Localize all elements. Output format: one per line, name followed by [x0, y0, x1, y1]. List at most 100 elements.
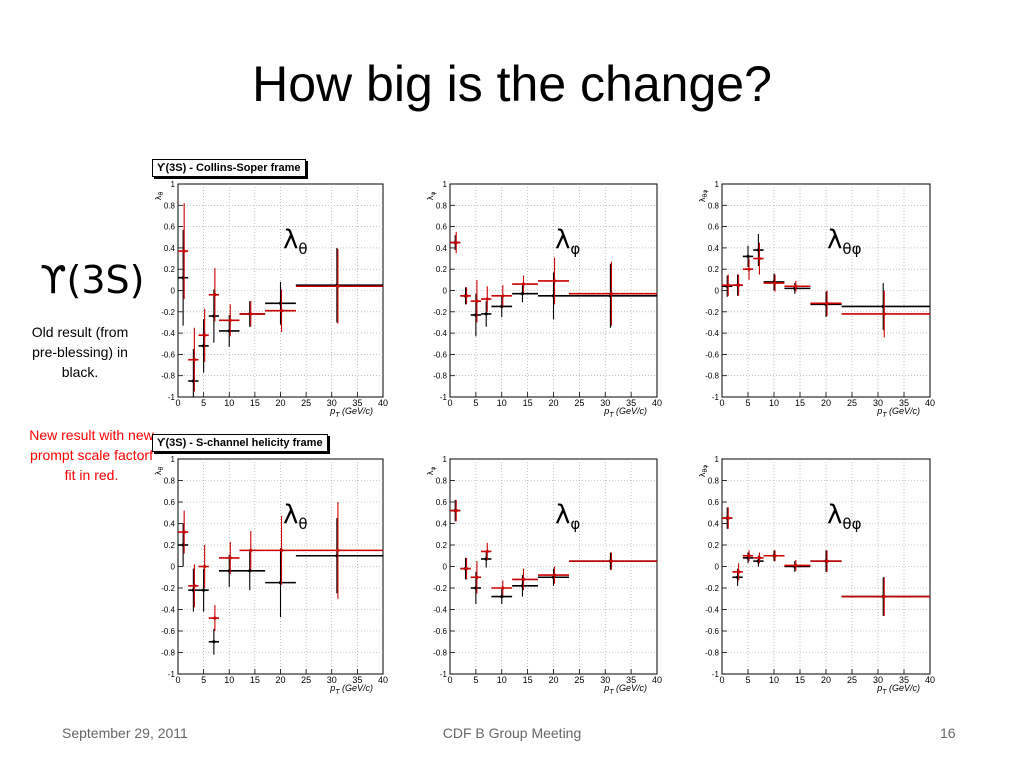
- new-result-note: New result with new prompt scale factorf…: [29, 427, 154, 483]
- data-point-new: [178, 203, 189, 300]
- x-axis-title: pT (GeV/c): [876, 406, 920, 419]
- y-tick-label: -0.4: [433, 606, 447, 615]
- y-tick-label: 1: [171, 180, 176, 189]
- y-tick-label: -0.2: [705, 308, 719, 317]
- x-axis-title: pT (GeV/c): [329, 406, 373, 419]
- data-point-new: [295, 248, 383, 324]
- parameter-label: λθφ: [827, 500, 862, 533]
- y-tick-label: -1: [712, 393, 720, 402]
- marker: [609, 559, 614, 563]
- x-tick-label: 0: [719, 398, 724, 408]
- x-tick-label: 5: [473, 675, 478, 685]
- marker: [485, 549, 489, 554]
- data-point-new: [512, 568, 538, 591]
- data-point-new: [841, 577, 930, 616]
- y-tick-label: 1: [715, 180, 720, 189]
- x-tick-label: 0: [175, 398, 180, 408]
- x-tick-label: 30: [327, 675, 337, 685]
- footer-meeting: CDF B Group Meeting: [442, 725, 582, 741]
- y-tick-label: 0: [171, 563, 176, 572]
- marker: [500, 595, 504, 599]
- y-axis-title: λθφ: [698, 465, 709, 477]
- y-tick-label: 1: [715, 455, 720, 464]
- y-tick-label: 0.8: [164, 477, 176, 486]
- data-point-new: [481, 542, 492, 561]
- y-tick-label: 0: [443, 563, 448, 572]
- x-tick-label: 25: [301, 675, 311, 685]
- x-tick-label: 10: [769, 675, 779, 685]
- chart-panel-1: -1-0.8-0.6-0.4-0.200.20.40.60.810 5 10 15 20…: [154, 180, 388, 419]
- x-tick-label: 40: [925, 675, 935, 685]
- marker: [757, 256, 762, 261]
- data-point-new: [188, 327, 199, 392]
- x-tick-label: 0: [447, 675, 452, 685]
- data-point-new: [810, 550, 842, 572]
- marker: [794, 563, 798, 568]
- x-tick-label: 20: [821, 398, 831, 408]
- x-tick-label: 35: [352, 398, 362, 408]
- parameter-label: λθ: [283, 225, 308, 258]
- data-point-old: [742, 245, 754, 268]
- x-tick-label: 20: [275, 675, 285, 685]
- y-tick-label: -0.4: [705, 606, 719, 615]
- x-tick-label: 15: [250, 398, 260, 408]
- marker: [475, 299, 479, 303]
- data-point-old: [491, 589, 513, 605]
- y-tick-label: 0.2: [164, 541, 176, 550]
- data-point-new: [784, 280, 811, 292]
- marker: [202, 588, 206, 592]
- data-point-new: [450, 231, 461, 254]
- marker: [454, 509, 458, 513]
- marker: [520, 292, 525, 296]
- y-tick-label: 0: [443, 287, 448, 296]
- footer-page-number: 16: [940, 725, 956, 741]
- data-point-new: [841, 290, 930, 338]
- data-point-new: [784, 560, 811, 571]
- marker: [747, 267, 751, 271]
- x-tick-label: 30: [873, 675, 883, 685]
- y-tick-label: 0.8: [708, 201, 720, 210]
- y-tick-label: 0.4: [708, 244, 720, 253]
- data-point-new: [460, 287, 471, 305]
- data-point-new: [537, 257, 570, 305]
- y-tick-label: 0: [715, 563, 720, 572]
- data-point-new: [178, 510, 189, 554]
- marker: [737, 570, 741, 574]
- marker: [182, 530, 186, 534]
- marker: [882, 595, 886, 599]
- y-tick-label: 0.2: [708, 265, 720, 274]
- marker: [249, 548, 253, 552]
- chart-panel-3: -1-0.8-0.6-0.4-0.200.20.40.60.810 5 10 15 20…: [698, 180, 935, 419]
- y-tick-label: 0.6: [436, 223, 448, 232]
- slide-title: How big is the change?: [252, 56, 772, 112]
- y-tick-label: 0.6: [708, 498, 720, 507]
- marker: [726, 283, 730, 287]
- x-tick-label: 20: [275, 398, 285, 408]
- x-axis-title: pT (GeV/c): [603, 406, 647, 419]
- y-tick-label: -1: [440, 393, 448, 402]
- y-tick-label: -1: [168, 393, 176, 402]
- y-tick-label: -0.4: [161, 606, 175, 615]
- y-tick-label: 0.4: [436, 244, 448, 253]
- marker: [228, 318, 232, 322]
- marker: [521, 577, 526, 582]
- data-point-old: [481, 301, 492, 327]
- chart-panel-5: -1-0.8-0.6-0.4-0.200.20.40.60.810 5 10 15 20…: [426, 455, 662, 696]
- x-tick-label: 0: [719, 675, 724, 685]
- y-tick-label: 0.4: [164, 244, 176, 253]
- plot-frame: [449, 458, 658, 675]
- parameter-label: λφ: [555, 225, 580, 258]
- x-tick-label: 20: [821, 675, 831, 685]
- y-tick-label: -0.6: [161, 627, 175, 636]
- y-tick-label: 0.6: [164, 498, 176, 507]
- frame-label-collins-soper: ϒ(3S) - Collins-Soper frame: [152, 159, 306, 177]
- y-tick-label: -0.6: [161, 350, 175, 359]
- y-tick-label: 0.8: [708, 477, 720, 486]
- y-tick-label: 0: [715, 287, 720, 296]
- marker: [609, 292, 614, 296]
- data-point-new: [239, 531, 266, 570]
- y-tick-label: -0.4: [161, 329, 175, 338]
- y-tick-label: -0.4: [705, 329, 719, 338]
- marker: [336, 284, 340, 288]
